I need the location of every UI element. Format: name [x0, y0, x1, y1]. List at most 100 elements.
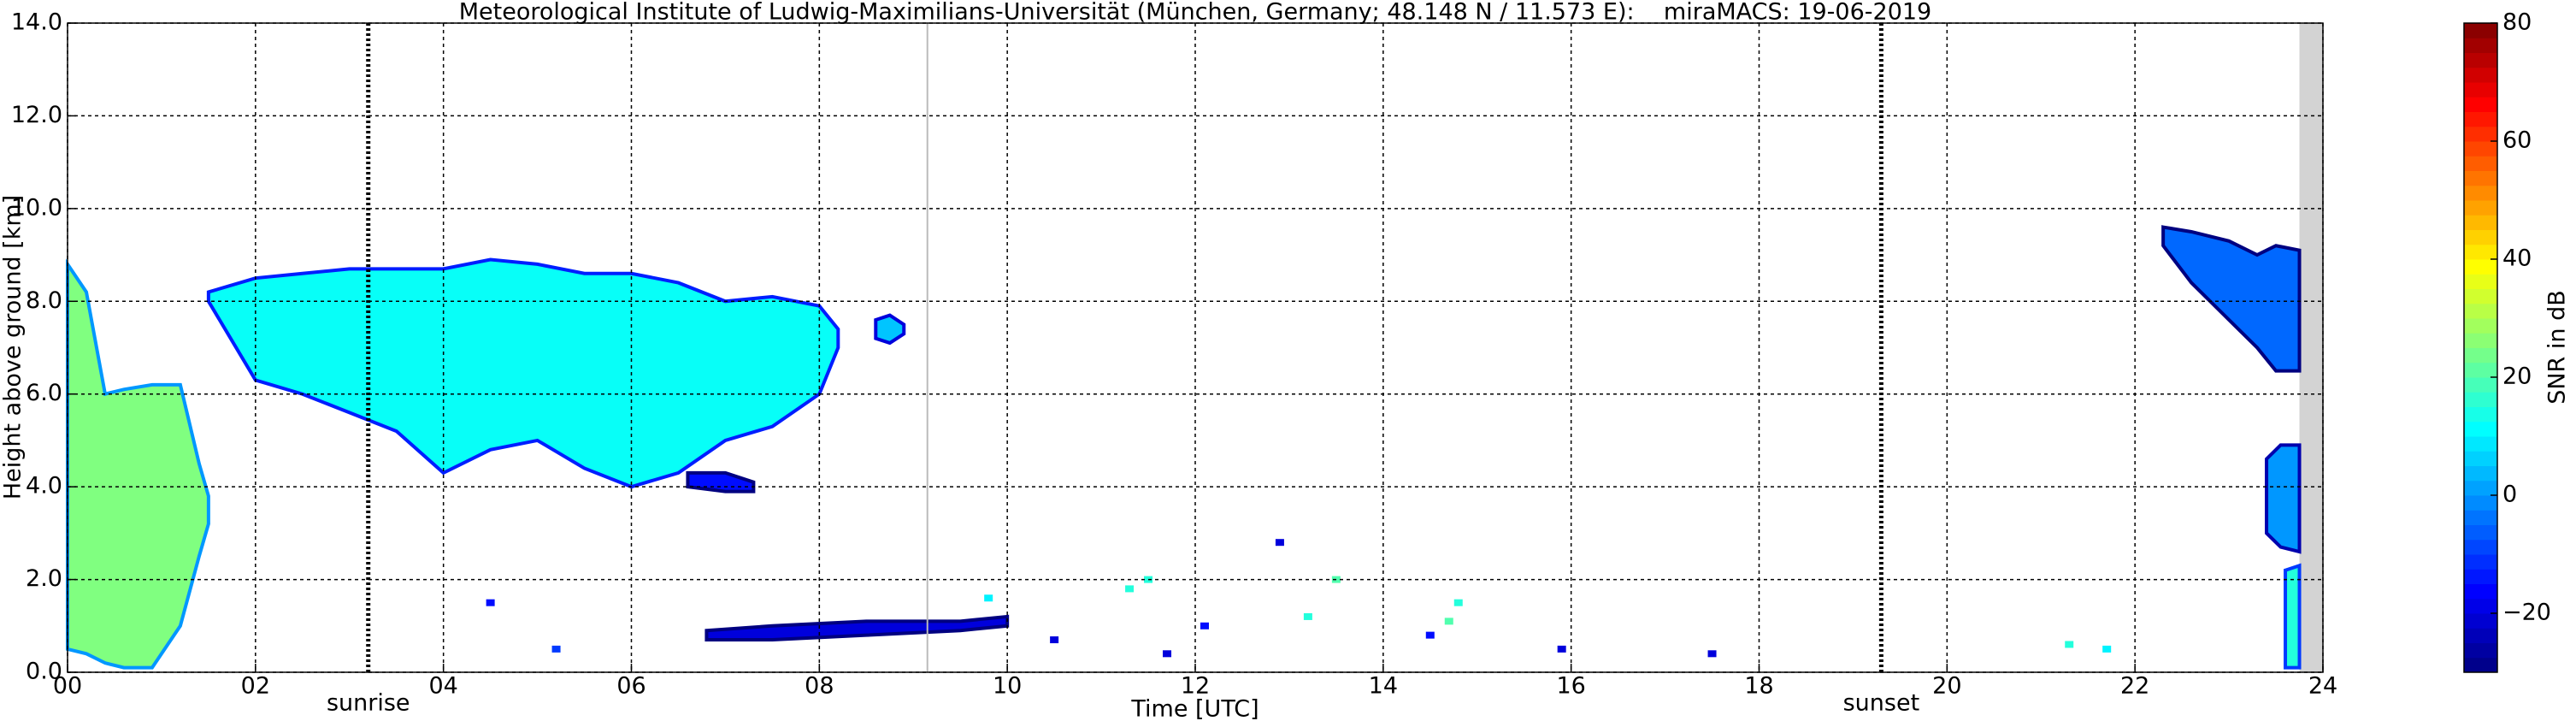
echo-region: [66, 258, 210, 670]
clutter-echo: [1425, 631, 1435, 639]
y-tick-label: 14.0: [11, 9, 62, 36]
colorbar-band: [2464, 554, 2497, 570]
colorbar-band: [2464, 185, 2497, 201]
x-tick-label: 12: [1181, 673, 1210, 700]
colorbar-band: [2464, 141, 2497, 157]
x-tick-label: 02: [241, 673, 270, 700]
colorbar-band: [2464, 362, 2497, 378]
colorbar-band: [2464, 436, 2497, 452]
colorbar-band: [2464, 569, 2497, 584]
plot-frame: [67, 22, 2324, 673]
clutter-echo: [2102, 645, 2112, 653]
colorbar-band: [2464, 111, 2497, 127]
colorbar-band: [2464, 495, 2497, 511]
colorbar-band: [2464, 200, 2497, 216]
clutter-echo: [984, 594, 993, 602]
colorbar-tick-label: 0: [2502, 482, 2517, 508]
colorbar-band: [2464, 628, 2497, 643]
colorbar-band: [2464, 259, 2497, 275]
colorbar-tick-label: 40: [2502, 245, 2532, 272]
colorbar-band: [2464, 642, 2497, 659]
colorbar-tick-label: 80: [2502, 9, 2532, 36]
colorbar-band: [2464, 377, 2497, 393]
clutter-echo: [1275, 539, 1284, 547]
colorbar-band: [2464, 97, 2497, 112]
echo-region: [206, 257, 840, 489]
colorbar-tick-label: 20: [2502, 364, 2532, 390]
colorbar-band: [2464, 274, 2497, 289]
y-tick-label: 12.0: [11, 102, 62, 128]
clutter-echo: [1453, 599, 1463, 606]
clutter-echo: [1050, 636, 1059, 644]
x-tick-label: 22: [2120, 673, 2149, 700]
clutter-echo: [1444, 618, 1453, 625]
colorbar-band: [2464, 657, 2497, 673]
colorbar-band: [2464, 244, 2497, 260]
colorbar-band: [2464, 303, 2497, 319]
echo-region: [2265, 443, 2302, 554]
echo-region: [2161, 225, 2302, 373]
x-tick-label: 14: [1369, 673, 1398, 700]
y-tick-label: 10.0: [11, 194, 62, 221]
x-tick-label: 24: [2308, 673, 2337, 700]
colorbar-band: [2464, 598, 2497, 614]
echo-region: [704, 614, 1010, 642]
clutter-echo: [551, 645, 561, 653]
colorbar-band: [2464, 451, 2497, 466]
clutter-echo: [486, 599, 495, 606]
clutter-echo: [1125, 585, 1135, 593]
clutter-echo: [1163, 650, 1172, 658]
annotation-label: sunset: [1843, 690, 1920, 717]
x-tick-label: 18: [1744, 673, 1773, 700]
clutter-echo: [2065, 641, 2074, 648]
colorbar-band: [2464, 480, 2497, 496]
x-tick-label: 08: [805, 673, 834, 700]
echo-region: [2284, 563, 2302, 670]
colorbar-band: [2464, 82, 2497, 98]
x-tick-label: 10: [993, 673, 1022, 700]
x-tick-label: 04: [428, 673, 457, 700]
colorbar-band: [2464, 465, 2497, 482]
colorbar-tick-label: 60: [2502, 127, 2532, 154]
colorbar-band: [2464, 510, 2497, 525]
colorbar-band: [2464, 52, 2497, 68]
colorbar-band: [2464, 406, 2497, 423]
colorbar-band: [2464, 288, 2497, 304]
colorbar-band: [2464, 524, 2497, 541]
echo-region: [686, 470, 756, 494]
x-tick-label: 06: [616, 673, 645, 700]
chart-title: Meteorological Institute of Ludwig-Maxim…: [459, 0, 1932, 26]
annotation-label: sunrise: [327, 690, 410, 717]
y-tick-label: 6.0: [26, 380, 62, 406]
colorbar-band: [2464, 156, 2497, 171]
colorbar-band: [2464, 170, 2497, 186]
colorbar-band: [2464, 318, 2497, 334]
colorbar-band: [2464, 67, 2497, 83]
x-tick-label: 20: [1932, 673, 1961, 700]
clutter-echo: [1200, 622, 1209, 629]
y-tick-label: 0.0: [26, 659, 62, 685]
x-axis-label: Time [UTC]: [1130, 696, 1259, 723]
colorbar-band: [2464, 23, 2497, 38]
y-tick-label: 2.0: [26, 565, 62, 592]
x-tick-label: 16: [1556, 673, 1585, 700]
colorbar-band: [2464, 539, 2497, 555]
colorbar-frame: [2463, 22, 2498, 673]
clutter-echo: [1707, 650, 1717, 658]
clutter-echo: [1557, 645, 1566, 653]
colorbar-tick-label: −20: [2502, 600, 2551, 626]
x-tick-label: 00: [53, 673, 82, 700]
colorbar-band: [2464, 421, 2497, 437]
nodata-band: [2299, 23, 2323, 672]
colorbar-band: [2464, 347, 2497, 364]
echo-region: [874, 313, 906, 346]
y-tick-label: 8.0: [26, 287, 62, 314]
colorbar-band: [2464, 613, 2497, 629]
colorbar-band: [2464, 38, 2497, 53]
colorbar-band: [2464, 333, 2497, 348]
colorbar-band: [2464, 583, 2497, 600]
clutter-echo: [1303, 612, 1312, 620]
colorbar-band: [2464, 215, 2497, 230]
colorbar-band: [2464, 126, 2497, 142]
